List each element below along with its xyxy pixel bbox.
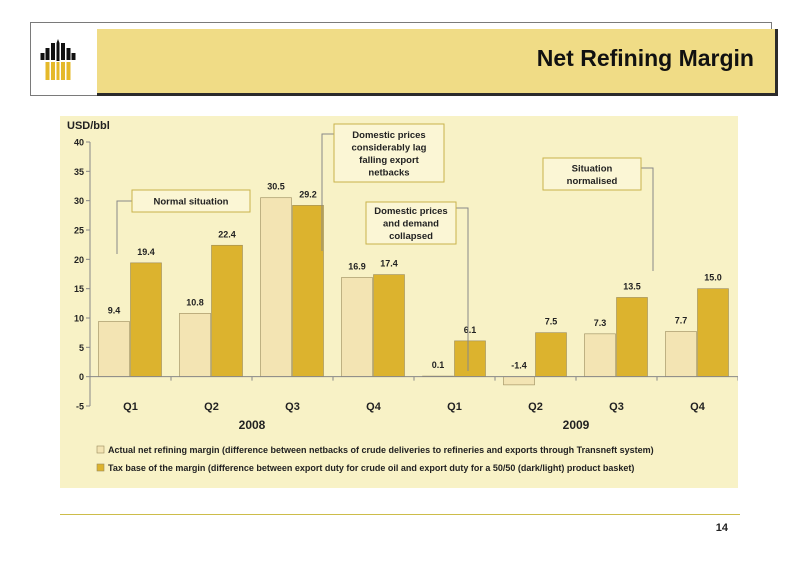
bar-value-label: 6.1	[464, 325, 477, 335]
page-title: Net Refining Margin	[536, 45, 754, 71]
x-category-label: Q3	[609, 401, 624, 413]
bar-value-label: 13.5	[623, 281, 641, 291]
y-tick-label: 20	[74, 255, 84, 265]
bar-value-label: 15.0	[704, 273, 722, 283]
annotation-leader	[641, 167, 654, 271]
footer-divider	[60, 514, 740, 515]
bar-value-label: 7.7	[675, 315, 688, 325]
bar-value-label: 9.4	[108, 306, 121, 316]
page-number: 14	[715, 522, 728, 534]
y-axis-label: USD/bbl	[67, 120, 110, 132]
y-tick-label: 15	[74, 284, 84, 294]
bar-series-2	[616, 297, 648, 377]
annotation-text: Situation	[572, 163, 613, 174]
y-tick-label: 0	[79, 372, 84, 382]
legend-swatch	[96, 463, 105, 472]
bar-series-1	[341, 277, 373, 377]
annotation-text: falling export	[359, 155, 419, 166]
y-tick-label: 5	[79, 343, 84, 353]
chart-panel: USD/bbl -5 0 5 10 15 20 25 30 35 40 9.4 10.8 30.5 16.9…	[60, 116, 739, 488]
annotation-leader	[321, 133, 334, 251]
bar-series-2	[292, 205, 324, 377]
bar-value-label: 17.4	[380, 259, 398, 269]
annotation-box	[333, 123, 445, 183]
bar-series-2	[535, 332, 567, 377]
bar-value-label: 19.4	[137, 247, 155, 257]
y-tick-label: 10	[74, 314, 84, 324]
legend-label: Actual net refining margin (difference b…	[108, 445, 654, 455]
company-logo	[40, 39, 76, 80]
annotation-text: Normal situation	[154, 197, 229, 208]
x-group-label: 2008	[239, 418, 266, 432]
bar-value-label: 7.5	[545, 317, 558, 327]
bar-series-2	[373, 274, 405, 377]
x-category-label: Q2	[204, 401, 219, 413]
y-tick-label: -5	[76, 402, 84, 412]
y-tick-label: 25	[74, 226, 84, 236]
bar-chart: USD/bbl -5 0 5 10 15 20 25 30 35 40 9.4 10.8 30.5 16.9…	[67, 120, 739, 473]
annotation-leader	[116, 200, 132, 254]
bar-series-1	[260, 197, 292, 377]
x-category-label: Q4	[366, 401, 382, 413]
bar-series-2	[697, 288, 729, 377]
y-tick-label: 40	[74, 138, 84, 148]
title-band	[97, 29, 778, 96]
bar-series-2	[211, 244, 243, 377]
bar-value-label: 7.3	[594, 318, 607, 328]
x-category-label: Q2	[528, 401, 543, 413]
annotation-box	[542, 157, 642, 191]
annotation-text: and demand	[383, 219, 439, 230]
bar-series-1	[503, 376, 535, 386]
legend-label: Tax base of the margin (difference betwe…	[108, 463, 634, 473]
x-group-label: 2009	[563, 418, 590, 432]
bar-value-label: 10.8	[186, 297, 204, 307]
bar-value-label: 29.2	[299, 189, 317, 199]
bar-series-1	[179, 313, 211, 377]
annotation-leader	[456, 207, 469, 371]
annotation-box	[131, 189, 251, 213]
bar-series-1	[665, 331, 697, 377]
bar-value-label: 22.4	[218, 229, 236, 239]
y-tick-label: 35	[74, 167, 84, 177]
bar-series-1	[98, 321, 130, 377]
annotation-text: considerably lag	[352, 142, 427, 153]
bar-value-label: 30.5	[267, 182, 285, 192]
bar-series-2	[454, 340, 486, 377]
annotation-text: collapsed	[389, 231, 433, 242]
x-category-label: Q1	[447, 401, 462, 413]
bar-value-label: -1.4	[511, 361, 527, 371]
annotation-text: normalised	[567, 176, 618, 187]
annotation-text: netbacks	[368, 167, 409, 178]
y-tick-label: 30	[74, 196, 84, 206]
legend-swatch	[96, 445, 105, 454]
annotation-box	[365, 201, 457, 245]
annotation-text: Domestic prices	[352, 130, 425, 141]
bar-value-label: 16.9	[348, 262, 366, 272]
x-category-label: Q3	[285, 401, 300, 413]
annotation-text: Domestic prices	[374, 206, 447, 217]
bar-series-2	[130, 262, 162, 377]
bar-value-label: 0.1	[432, 360, 445, 370]
x-category-label: Q1	[123, 401, 138, 413]
bar-series-1	[584, 333, 616, 377]
x-category-label: Q4	[690, 401, 706, 413]
